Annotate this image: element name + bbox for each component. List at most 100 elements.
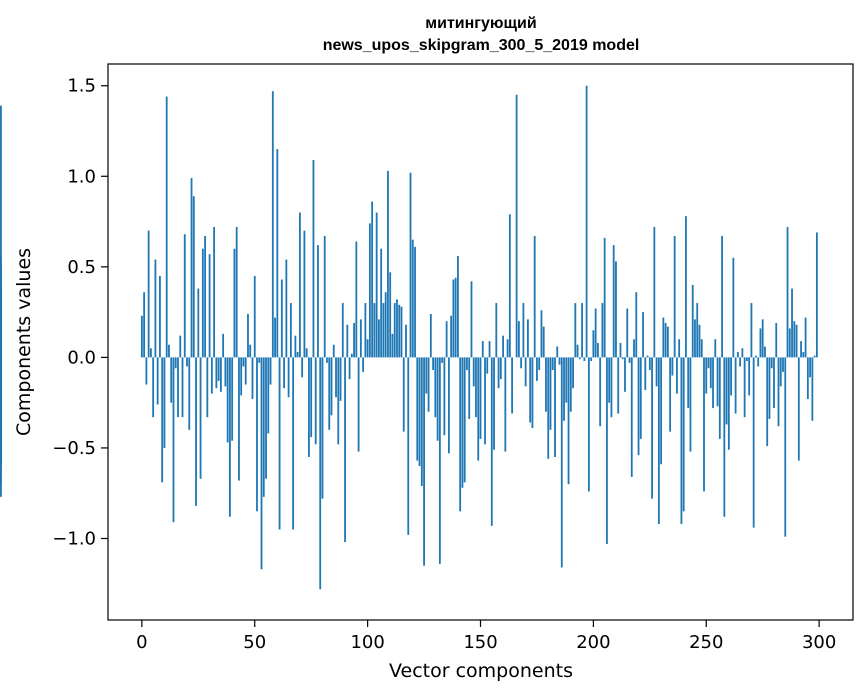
bar (314, 357, 317, 445)
bar (143, 292, 146, 358)
x-axis-label: Vector components (389, 660, 573, 682)
y-tick-label: 1.0 (67, 166, 96, 187)
bar (596, 342, 599, 358)
bar (242, 357, 245, 367)
x-tick-label: 0 (136, 632, 147, 653)
bar (206, 357, 209, 418)
bar (208, 254, 211, 358)
bar (247, 313, 249, 358)
bar (527, 319, 529, 358)
bar (594, 308, 597, 358)
bar (646, 355, 649, 358)
bar (610, 357, 613, 418)
bar (533, 236, 536, 358)
bar (197, 288, 200, 358)
bar (569, 357, 572, 412)
plot-frame (107, 63, 854, 621)
bar (759, 328, 762, 358)
bar (217, 357, 220, 381)
bar (350, 353, 353, 358)
bar (788, 328, 791, 358)
bar (371, 201, 374, 358)
x-tick-label: 300 (802, 632, 836, 653)
bar (303, 230, 306, 358)
bar (811, 357, 814, 421)
bar (359, 319, 362, 358)
bar (642, 312, 644, 358)
bar (445, 321, 448, 358)
bar (210, 357, 213, 394)
bar (466, 357, 468, 371)
bar (310, 357, 313, 438)
bar (387, 170, 389, 358)
bar (587, 357, 590, 492)
bar (393, 303, 396, 358)
bar (283, 357, 285, 389)
bar (429, 313, 432, 358)
bar (793, 321, 796, 358)
bar (691, 284, 694, 358)
bar (287, 357, 290, 398)
bar (714, 339, 717, 358)
bar (375, 212, 378, 358)
bar (174, 357, 177, 369)
y-tick-label: 0.0 (67, 347, 96, 368)
bar (585, 85, 588, 358)
bar (538, 357, 541, 371)
bar (694, 319, 696, 358)
bar (470, 281, 473, 358)
bar (601, 303, 604, 358)
x-tick-label: 100 (350, 632, 384, 653)
bar (411, 239, 414, 358)
bar (730, 357, 732, 396)
bar (156, 357, 159, 405)
bar (418, 357, 421, 467)
bar (384, 292, 387, 358)
bar (732, 257, 735, 358)
bar (619, 342, 622, 358)
bar (0, 105, 2, 358)
bar (637, 357, 640, 456)
bar (165, 96, 168, 358)
bar (348, 357, 351, 380)
bar (231, 357, 234, 441)
bar (423, 357, 425, 566)
bar (459, 357, 462, 512)
bar (332, 344, 335, 358)
bar (301, 357, 304, 378)
bar (222, 333, 225, 358)
bar (490, 357, 493, 526)
bar (434, 357, 437, 418)
bar (416, 357, 419, 461)
bar (378, 319, 380, 358)
bar (346, 324, 349, 358)
bar (402, 357, 405, 432)
bar (689, 357, 692, 452)
bar (660, 357, 663, 465)
bar (190, 178, 193, 358)
bar (357, 357, 360, 452)
bar (707, 357, 710, 369)
bar (271, 91, 274, 358)
bar (486, 357, 489, 374)
bar (260, 357, 263, 570)
bar (795, 324, 798, 358)
bar (240, 357, 243, 396)
bar (179, 335, 182, 358)
bar (764, 346, 766, 358)
bar (590, 357, 593, 362)
bar (249, 344, 252, 358)
bar (414, 246, 416, 358)
bar (599, 357, 602, 427)
bar (524, 357, 527, 387)
bar (443, 357, 446, 436)
bar (603, 237, 606, 358)
bar (727, 357, 730, 450)
bar (768, 357, 771, 419)
bar (574, 303, 577, 358)
bar (633, 339, 635, 358)
bar (752, 357, 755, 528)
bar (201, 248, 204, 358)
bar (454, 277, 457, 358)
bar (680, 357, 683, 525)
